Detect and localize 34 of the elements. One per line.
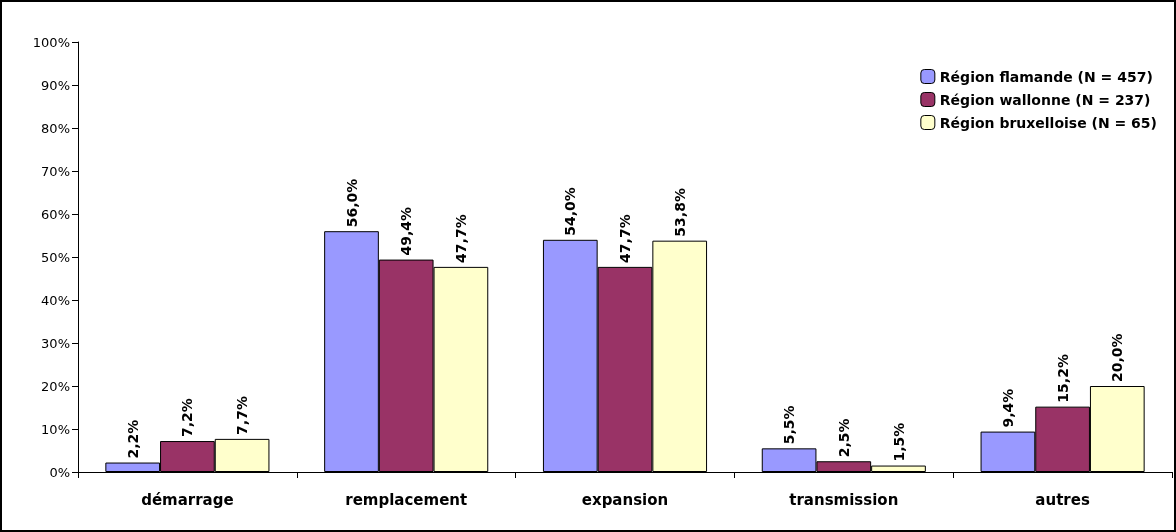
x-tick-label: démarrage [141, 490, 234, 509]
data-label: 2,2% [124, 419, 141, 459]
x-tick-label: transmission [789, 490, 899, 509]
data-label: 7,7% [234, 396, 251, 435]
y-tick-label: 10% [41, 421, 70, 437]
data-label: 9,4% [999, 388, 1016, 428]
y-tick-label: 90% [41, 77, 70, 93]
legend-label: Région flamande (N = 457) [939, 68, 1153, 85]
x-tick-label: remplacement [345, 490, 468, 509]
data-label: 15,2% [1054, 354, 1071, 403]
data-label: 47,7% [617, 214, 633, 263]
legend-label: Région wallonne (N = 237) [939, 91, 1151, 108]
data-label: 7,2% [179, 398, 196, 438]
data-label: 49,4% [398, 207, 415, 256]
data-label: 5,5% [781, 405, 798, 445]
y-tick-label: 30% [41, 335, 70, 351]
x-tick-label: autres [1035, 490, 1090, 509]
data-label: 53,8% [671, 188, 688, 237]
data-label: 54,0% [562, 187, 579, 236]
y-tick-label: 80% [41, 120, 70, 136]
x-tick-label: expansion [581, 490, 669, 509]
y-tick-label: 40% [41, 292, 70, 308]
data-label: 1,5% [890, 422, 907, 462]
data-label: 20,0% [1109, 333, 1126, 382]
data-label: 47,7% [452, 214, 469, 263]
data-label: 56,0% [343, 178, 360, 228]
y-tick-label: 100% [32, 34, 70, 50]
y-tick-label: 20% [41, 378, 70, 394]
legend-label: Région bruxelloise (N = 65) [939, 114, 1158, 131]
y-tick-label: 70% [41, 163, 70, 179]
y-tick-label: 50% [41, 249, 70, 265]
y-tick-label: 60% [41, 206, 70, 222]
y-tick-label: 0% [49, 464, 70, 480]
data-label: 2,5% [835, 418, 852, 458]
